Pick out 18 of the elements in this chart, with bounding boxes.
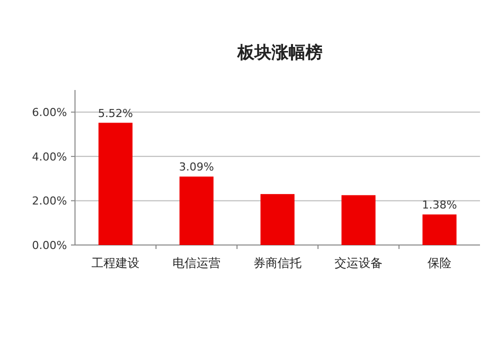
x-tick-label: 电信运营 [172, 256, 220, 270]
y-tick-label: 4.00% [32, 150, 67, 164]
bar [260, 194, 295, 245]
bar [422, 214, 457, 245]
x-tick-label: 交运设备 [334, 256, 382, 270]
y-tick-label: 2.00% [32, 194, 67, 208]
bar [179, 176, 214, 245]
data-label: 1.38% [422, 198, 457, 212]
bar [98, 122, 133, 245]
data-label: 3.09% [179, 160, 214, 174]
y-tick-label: 0.00% [32, 239, 67, 252]
x-tick-label: 工程建设 [92, 256, 140, 270]
y-tick-label: 6.00% [32, 106, 67, 120]
x-tick-label: 保险 [428, 256, 452, 270]
data-label: 5.52% [98, 106, 133, 120]
bar [341, 195, 376, 245]
x-tick-label: 券商信托 [254, 256, 302, 270]
chart-title: 板块涨幅榜 [236, 43, 322, 63]
